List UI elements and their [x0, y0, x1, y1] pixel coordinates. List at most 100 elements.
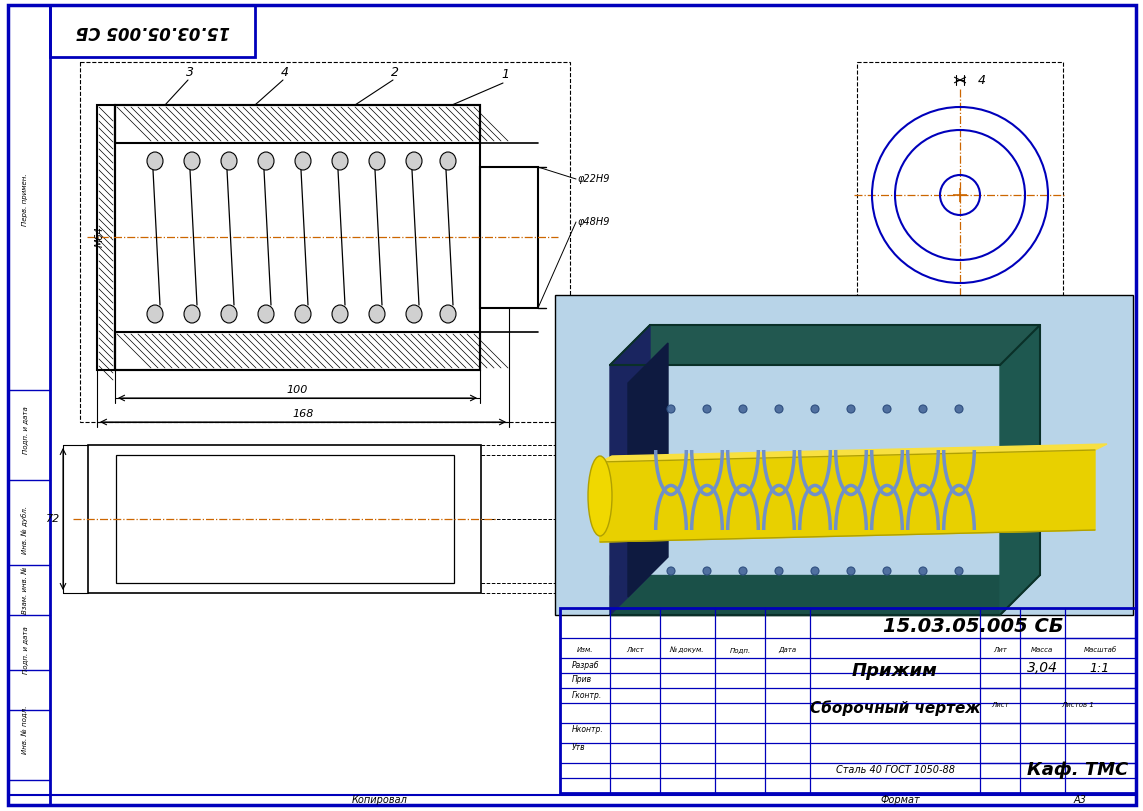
Bar	[8, 5, 50, 805]
Text: φ22H9: φ22H9	[578, 174, 610, 184]
Circle shape	[956, 567, 964, 575]
Polygon shape	[610, 325, 650, 615]
Bar	[115, 455, 454, 583]
Ellipse shape	[369, 305, 385, 323]
Text: Лист: Лист	[991, 702, 1009, 708]
Text: 3,04: 3,04	[1026, 661, 1057, 675]
Bar	[88, 445, 481, 593]
Ellipse shape	[184, 152, 200, 170]
Bar	[560, 608, 1136, 793]
Text: Изм.: Изм.	[577, 647, 593, 653]
Text: Каф. ТМС: Каф. ТМС	[1028, 761, 1128, 779]
Ellipse shape	[331, 305, 347, 323]
Bar	[115, 332, 480, 370]
Text: 2: 2	[391, 66, 399, 79]
Bar	[115, 105, 480, 370]
Ellipse shape	[147, 152, 163, 170]
Circle shape	[668, 567, 676, 575]
Ellipse shape	[331, 152, 347, 170]
Ellipse shape	[440, 305, 456, 323]
Circle shape	[956, 405, 964, 413]
Polygon shape	[1000, 325, 1040, 615]
Text: Листов 1: Листов 1	[1062, 702, 1095, 708]
Text: Гконтр.: Гконтр.	[572, 690, 602, 700]
Polygon shape	[600, 450, 1095, 542]
Circle shape	[847, 405, 855, 413]
Circle shape	[775, 567, 783, 575]
Circle shape	[812, 405, 820, 413]
Text: Подп. и дата: Подп. и дата	[22, 406, 27, 454]
Text: 4: 4	[978, 74, 986, 87]
Circle shape	[775, 405, 783, 413]
Bar	[480, 167, 538, 308]
Circle shape	[668, 405, 676, 413]
Ellipse shape	[258, 305, 274, 323]
Bar	[97, 105, 115, 370]
Circle shape	[703, 405, 711, 413]
Ellipse shape	[221, 152, 237, 170]
Ellipse shape	[588, 456, 612, 536]
Text: № докум.: № докум.	[670, 646, 704, 654]
Ellipse shape	[184, 305, 200, 323]
Text: А3: А3	[1073, 795, 1087, 805]
Text: Сборочный чертеж: Сборочный чертеж	[809, 700, 981, 716]
Text: φ48H9: φ48H9	[578, 217, 610, 227]
Ellipse shape	[406, 305, 422, 323]
Bar	[857, 62, 1063, 342]
Text: 168: 168	[293, 409, 313, 419]
Circle shape	[740, 405, 748, 413]
Text: Масштаб: Масштаб	[1084, 647, 1117, 653]
Ellipse shape	[440, 152, 456, 170]
Text: 72: 72	[46, 514, 61, 524]
Text: Утв: Утв	[572, 744, 585, 753]
Text: Нконтр.: Нконтр.	[572, 726, 604, 735]
Text: Прив: Прив	[572, 676, 592, 684]
Circle shape	[884, 405, 892, 413]
Polygon shape	[600, 444, 1108, 462]
Text: Прижим: Прижим	[852, 662, 938, 680]
Polygon shape	[628, 343, 668, 597]
Text: Сталь 40 ГОСТ 1050-88: Сталь 40 ГОСТ 1050-88	[836, 765, 954, 775]
Bar	[50, 5, 255, 57]
Text: Инв. № дубл.: Инв. № дубл.	[22, 506, 29, 554]
Bar	[80, 62, 570, 422]
Ellipse shape	[221, 305, 237, 323]
Bar	[115, 105, 480, 143]
Text: 100: 100	[286, 385, 307, 395]
Bar	[555, 295, 1133, 615]
Text: Копировал: Копировал	[352, 795, 408, 805]
Text: Лит: Лит	[993, 647, 1007, 653]
Ellipse shape	[258, 152, 274, 170]
Text: M64: M64	[95, 226, 105, 247]
Text: Дата: Дата	[778, 647, 796, 653]
Text: 3: 3	[186, 66, 194, 79]
Text: Масса: Масса	[1031, 647, 1053, 653]
Circle shape	[812, 567, 820, 575]
Text: 15.03.05.005 СБ: 15.03.05.005 СБ	[882, 616, 1063, 636]
Polygon shape	[610, 325, 1040, 365]
Circle shape	[919, 405, 927, 413]
Ellipse shape	[295, 152, 311, 170]
Circle shape	[740, 567, 748, 575]
Text: Инв. № подл.: Инв. № подл.	[22, 706, 29, 754]
Text: 4: 4	[281, 66, 289, 79]
Circle shape	[919, 567, 927, 575]
Text: Перв. примен.: Перв. примен.	[22, 174, 27, 226]
Text: 15.03.05.005 СБ: 15.03.05.005 СБ	[75, 22, 230, 40]
Text: Подп. и дата: Подп. и дата	[22, 626, 27, 674]
Ellipse shape	[369, 152, 385, 170]
Ellipse shape	[147, 305, 163, 323]
Circle shape	[847, 567, 855, 575]
Text: Лист: Лист	[626, 647, 644, 653]
Polygon shape	[610, 575, 1000, 615]
Text: 1:1: 1:1	[1090, 662, 1110, 675]
Text: Взам. инв. №: Взам. инв. №	[22, 566, 27, 614]
Ellipse shape	[295, 305, 311, 323]
Circle shape	[884, 567, 892, 575]
Ellipse shape	[406, 152, 422, 170]
Text: Разраб: Разраб	[572, 660, 599, 670]
Circle shape	[703, 567, 711, 575]
Text: Подп.: Подп.	[729, 647, 751, 653]
Text: 1: 1	[501, 68, 509, 81]
Text: Формат: Формат	[880, 795, 920, 805]
